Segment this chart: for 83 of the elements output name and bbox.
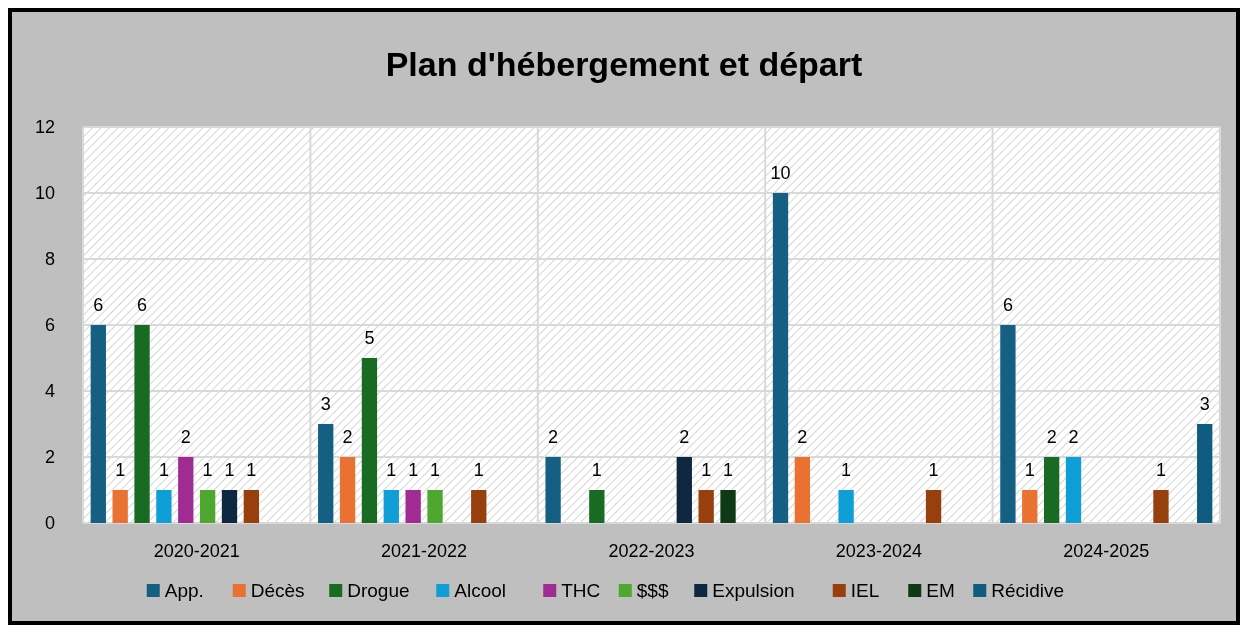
bar	[838, 490, 854, 523]
legend-label: $$$	[636, 580, 669, 601]
data-label: 1	[158, 460, 169, 480]
data-label: 2	[180, 427, 191, 447]
legend-label: Récidive	[991, 580, 1065, 601]
data-label: 2	[797, 427, 808, 447]
legend-label: Alcool	[454, 580, 506, 601]
legend-label: App.	[164, 580, 204, 601]
data-label: 1	[1155, 460, 1166, 480]
data-label: 1	[473, 460, 484, 480]
data-label: 1	[246, 460, 257, 480]
data-label: 2	[1068, 427, 1079, 447]
bar	[1000, 325, 1016, 523]
legend-label: Décès	[250, 580, 305, 601]
bar	[427, 490, 443, 523]
y-tick-label: 2	[44, 447, 55, 468]
bar	[178, 457, 194, 523]
data-label: 1	[841, 460, 852, 480]
bar	[794, 457, 811, 523]
bar	[318, 424, 334, 523]
data-label: 6	[137, 295, 148, 315]
data-label: 2	[548, 427, 559, 447]
bar	[925, 490, 942, 523]
bar	[221, 490, 238, 523]
bar	[589, 490, 605, 523]
data-label: 1	[115, 460, 126, 480]
bar	[1065, 457, 1082, 523]
x-tick-label: 2023-2024	[835, 541, 922, 561]
data-label: 1	[1024, 460, 1035, 480]
bar	[545, 457, 561, 523]
bar	[1197, 424, 1213, 523]
bar	[1043, 457, 1060, 523]
bar	[156, 490, 172, 523]
data-label: 1	[591, 460, 602, 480]
data-label: 2	[679, 427, 690, 447]
legend-label: IEL	[850, 580, 880, 601]
bar	[243, 490, 260, 523]
data-label: 1	[408, 460, 419, 480]
y-tick-label: 6	[44, 315, 55, 336]
data-label: 1	[202, 460, 213, 480]
data-label: 2	[342, 427, 353, 447]
bar	[361, 358, 378, 523]
legend-label: Expulsion	[712, 580, 795, 601]
bar	[383, 490, 399, 523]
bar	[134, 325, 150, 523]
y-tick-label: 8	[44, 249, 55, 270]
legend-label: THC	[561, 580, 601, 601]
data-label: 6	[1002, 295, 1013, 315]
data-label: 1	[224, 460, 235, 480]
y-tick-label: 4	[44, 381, 55, 402]
bar	[676, 457, 692, 523]
bar	[199, 490, 216, 523]
bar	[1022, 490, 1038, 523]
data-label: 1	[928, 460, 939, 480]
y-tick-label: 10	[34, 183, 55, 204]
bar	[471, 490, 487, 523]
chart-title: Plan d'hébergement et départ	[385, 45, 863, 83]
data-label: 1	[701, 460, 712, 480]
x-tick-label: 2021-2022	[381, 541, 468, 561]
bar	[1153, 490, 1169, 523]
bar	[339, 457, 356, 523]
bar	[720, 490, 736, 523]
x-tick-label: 2022-2023	[608, 541, 695, 561]
legend-label: EM	[926, 580, 955, 601]
data-label: 3	[320, 394, 331, 414]
data-label: 3	[1199, 394, 1210, 414]
x-tick-label: 2020-2021	[153, 541, 240, 561]
data-label: 1	[723, 460, 734, 480]
bar	[112, 490, 128, 523]
bar	[405, 490, 421, 523]
x-tick-label: 2024-2025	[1063, 541, 1150, 561]
y-tick-label: 12	[34, 117, 55, 138]
data-label: 6	[93, 295, 104, 315]
data-label: 1	[430, 460, 441, 480]
bar	[772, 193, 789, 523]
y-tick-label: 0	[44, 513, 55, 534]
bar	[90, 325, 106, 523]
data-label: 10	[770, 163, 791, 183]
data-label: 5	[364, 328, 375, 348]
bar	[698, 490, 714, 523]
data-label: 2	[1046, 427, 1057, 447]
data-label: 1	[386, 460, 397, 480]
legend-label: Drogue	[347, 580, 410, 601]
